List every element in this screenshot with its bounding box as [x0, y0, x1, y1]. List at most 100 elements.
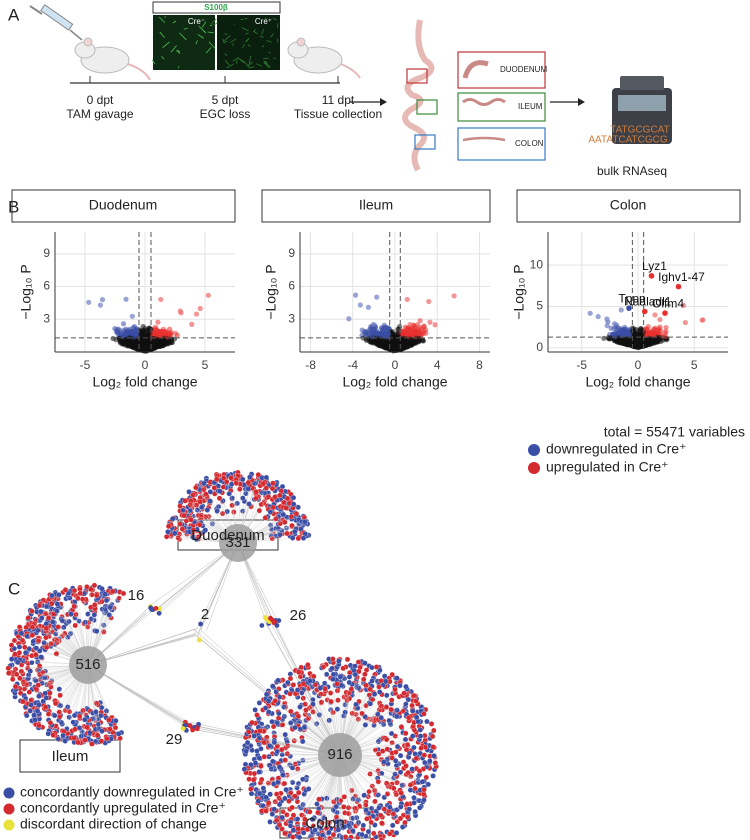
- gene-dot: [252, 707, 258, 713]
- gene-dot: [103, 708, 110, 714]
- point: [380, 341, 386, 347]
- point: [189, 321, 195, 328]
- point: [595, 313, 601, 320]
- legend-label: upregulated in Cre⁺: [546, 459, 669, 475]
- gene-dot: [220, 475, 227, 481]
- gene-dot: [8, 656, 15, 662]
- gene-dot: [188, 516, 194, 523]
- region-marker: [414, 134, 436, 150]
- gene-dot: [107, 604, 113, 611]
- gene-dot: [13, 671, 20, 678]
- point: [122, 340, 128, 347]
- gene-dot: [24, 633, 30, 640]
- point: [432, 322, 438, 328]
- texture-stroke: [223, 40, 228, 44]
- point: [587, 310, 593, 316]
- gene-dot: [204, 507, 211, 513]
- gene-dot: [165, 529, 171, 535]
- point: [682, 319, 688, 326]
- point: [680, 302, 687, 308]
- mouse-icon: [74, 37, 151, 81]
- micrograph-cre-pos: [217, 15, 280, 70]
- gene-dot: [66, 618, 72, 625]
- gene-dot: [120, 590, 127, 597]
- texture-stroke: [170, 45, 177, 53]
- texture-stroke: [244, 17, 248, 20]
- gene-dot: [277, 520, 284, 527]
- gene-dot: [48, 684, 54, 690]
- gene-dot: [107, 726, 113, 732]
- point: [426, 298, 432, 305]
- timeline-time: 0 dpt: [87, 93, 114, 107]
- gene-dot: [112, 724, 119, 731]
- gene-dot: [20, 679, 27, 685]
- texture-stroke: [263, 60, 271, 68]
- point: [427, 319, 433, 325]
- gene-dot: [103, 597, 110, 604]
- texture-stroke: [237, 57, 245, 64]
- gene-dot: [91, 582, 98, 589]
- y-axis-label: −Log₁₀ P: [18, 264, 34, 319]
- gene-dot: [283, 505, 289, 511]
- point: [374, 294, 380, 300]
- gene-dot: [261, 490, 268, 496]
- title-box: [261, 189, 491, 223]
- gene-dot: [342, 834, 349, 840]
- gene-dot: [25, 615, 32, 621]
- point: [618, 307, 624, 313]
- legend-label: downregulated in Cre⁺: [546, 441, 686, 457]
- gene-dot: [276, 694, 283, 700]
- gene-dot: [45, 711, 52, 717]
- point: [409, 331, 416, 337]
- gene-dot: [110, 588, 116, 595]
- gene-dot: [203, 491, 209, 497]
- gene-dot: [290, 501, 297, 507]
- segment-label: ILEUM: [518, 102, 543, 111]
- x-tick-label: 4: [434, 358, 441, 372]
- point: [375, 341, 381, 347]
- point: [131, 334, 137, 340]
- gut-icon: [402, 19, 435, 172]
- gene-dot: [26, 689, 33, 695]
- gene-dot: [32, 717, 38, 723]
- gene-dot: [48, 641, 54, 647]
- gene-dot: [302, 519, 308, 525]
- y-tick-label: 6: [288, 279, 295, 293]
- gene-dot: [36, 648, 43, 654]
- legend-swatch: [528, 462, 540, 474]
- point: [157, 333, 163, 339]
- point: [395, 342, 401, 348]
- gene-dot: [53, 651, 60, 657]
- gene-dot: [39, 615, 45, 621]
- point: [420, 338, 426, 344]
- point: [155, 319, 161, 325]
- point: [635, 339, 641, 345]
- gene-dot: [59, 618, 66, 624]
- point: [369, 339, 376, 345]
- gene-dot: [275, 715, 282, 721]
- gene-dot: [229, 495, 235, 501]
- arrowhead: [578, 98, 585, 106]
- texture-stroke: [265, 60, 268, 64]
- gene-dot: [284, 812, 290, 818]
- gene-dot: [99, 728, 105, 734]
- gene-dot: [430, 773, 436, 779]
- texture-stroke: [270, 33, 274, 38]
- gene-dot: [394, 818, 401, 825]
- timeline-event: Tissue collection: [294, 107, 382, 121]
- gene-dot: [258, 501, 265, 508]
- point: [117, 337, 123, 343]
- duodenum-icon: [462, 60, 489, 79]
- gene-dot: [95, 721, 102, 728]
- gene-dot: [202, 527, 209, 533]
- gene-point: [641, 308, 648, 315]
- gene-dot: [305, 662, 311, 668]
- gene-dot: [26, 646, 33, 652]
- point: [657, 316, 663, 323]
- segment-label: DUODENUM: [500, 65, 547, 74]
- gene-dot: [309, 816, 316, 823]
- point: [700, 317, 706, 323]
- timeline-event: TAM gavage: [66, 107, 133, 121]
- gene-dot: [47, 720, 54, 726]
- gene-dot: [8, 642, 15, 648]
